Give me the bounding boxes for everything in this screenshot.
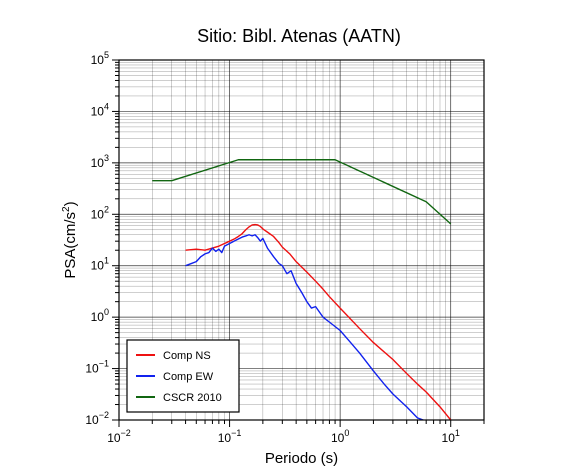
series-line-1 <box>185 234 426 420</box>
y-tick-label: 10−1 <box>85 359 109 376</box>
y-axis-label-base: PSA(cm/s <box>62 212 79 279</box>
y-tick-label: 105 <box>91 50 109 67</box>
legend: Comp NS Comp EW CSCR 2010 <box>126 339 240 413</box>
y-tick-label: 101 <box>91 256 109 273</box>
y-tick-label: 102 <box>91 204 109 221</box>
chart-title: Sitio: Bibl. Atenas (AATN) <box>197 26 401 46</box>
series-line-0 <box>185 223 452 420</box>
y-tick-label: 104 <box>91 101 109 118</box>
x-tick-label: 100 <box>331 428 349 445</box>
y-tick-label: 100 <box>91 307 109 324</box>
x-tick-label: 10−2 <box>107 428 131 445</box>
series-line-2 <box>152 159 452 225</box>
legend-label-0: Comp NS <box>163 350 211 362</box>
y-tick-label: 103 <box>91 153 109 170</box>
x-tick-label: 101 <box>442 428 460 445</box>
x-tick-label: 10−1 <box>218 428 242 445</box>
x-axis-label: Periodo (s) <box>265 450 338 467</box>
y-axis-label: PSA(cm/s2) <box>61 201 79 278</box>
axis-ticks: 10−2 10−1 100 101 10−2 10−1 100 101 102 103 104 105 <box>85 50 485 445</box>
legend-label-2: CSCR 2010 <box>163 392 222 404</box>
y-tick-label: 10−2 <box>85 410 109 427</box>
series-layer <box>152 159 452 420</box>
y-axis-label-end: ) <box>62 201 79 206</box>
y-axis-label-sup: 2 <box>61 206 72 212</box>
grid <box>118 59 485 421</box>
legend-label-1: Comp EW <box>163 371 214 383</box>
plot-frame <box>118 59 485 421</box>
